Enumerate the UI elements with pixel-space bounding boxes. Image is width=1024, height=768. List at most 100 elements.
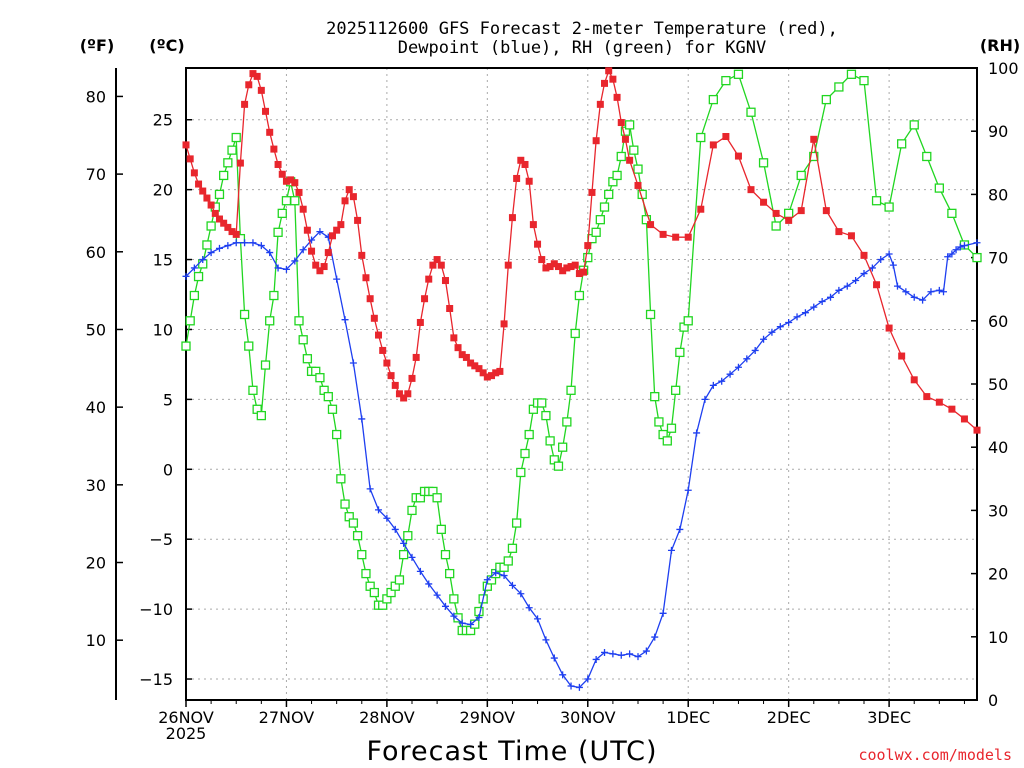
rh-point (934, 183, 944, 193)
dewpoint-point (508, 581, 516, 589)
rh-point (641, 215, 652, 225)
temperature-point (324, 249, 332, 257)
temperature-point (697, 205, 705, 213)
temperature-point (596, 100, 604, 108)
dewpoint-point (441, 602, 449, 610)
temperature-point (228, 228, 236, 236)
rh-point (340, 499, 350, 509)
temperature-point (910, 376, 918, 384)
dewpoint-point (433, 591, 441, 599)
temperature-point (303, 226, 311, 234)
temperature-point (567, 263, 575, 271)
temperature-point (362, 274, 370, 282)
dewpoint-point (425, 580, 433, 588)
dewpoint-point (358, 415, 366, 423)
dewpoint-point (232, 239, 240, 247)
rh-point (671, 385, 681, 395)
dewpoint-point (927, 288, 935, 296)
dewpoint-point (534, 615, 542, 623)
dewpoint-point (827, 293, 835, 301)
temperature-point (320, 263, 328, 271)
rh-point (947, 208, 957, 219)
celsius-tick-label: 20 (153, 181, 173, 200)
chart-title-line1: 2025112600 GFS Forecast 2-meter Temperat… (326, 19, 838, 39)
temperature-point (404, 390, 412, 398)
celsius-tick-label: −10 (139, 600, 173, 619)
rh-point (683, 316, 693, 326)
rh-point (871, 196, 882, 206)
dewpoint-point (659, 609, 667, 617)
dewpoint-point (550, 654, 558, 662)
rh-point (323, 391, 333, 402)
temperature-point (287, 176, 295, 184)
fahrenheit-axis-unit: (ºF) (80, 36, 115, 55)
x-tick-label: 30NOV (560, 708, 616, 727)
temperature-point (559, 267, 567, 275)
temperature-point (412, 353, 420, 361)
dewpoint-point (559, 671, 567, 679)
rh-point (574, 290, 585, 301)
rh-point (771, 221, 781, 231)
dewpoint-point (893, 282, 901, 290)
temperature-point (554, 263, 562, 271)
rh-tick-label: 10 (988, 628, 1008, 647)
dewpoint-point (626, 650, 634, 658)
temperature-point (496, 367, 504, 375)
temperature-point (488, 372, 496, 380)
temperature-point (416, 318, 424, 326)
rh-point (227, 145, 237, 155)
temperature-point (722, 133, 730, 141)
rh-point (859, 75, 869, 86)
dewpoint-point (467, 620, 475, 628)
rh-tick-label: 20 (988, 565, 1008, 584)
rh-point (545, 436, 555, 446)
rh-point (633, 164, 643, 174)
x-tick-label: 26NOV (158, 708, 214, 727)
rh-point (662, 436, 672, 446)
rh-point (721, 75, 731, 86)
rh-point (202, 240, 212, 250)
dewpoint-point (375, 506, 383, 514)
dewpoint-point (349, 359, 357, 367)
dewpoint-point (676, 525, 684, 533)
temperature-point (199, 187, 207, 195)
x-tick-label: 2DEC (767, 708, 811, 727)
temperature-point (241, 100, 249, 108)
temperature-point (433, 256, 441, 264)
fahrenheit-tick-label: 30 (86, 476, 106, 495)
temperature-point (270, 145, 278, 153)
dewpoint-point (207, 249, 215, 257)
dewpoint-point (919, 296, 927, 304)
temperature-point (379, 346, 387, 354)
dewpoint-point (760, 335, 768, 343)
temperature-line (185, 69, 978, 431)
dewpoint-point (885, 250, 893, 258)
temperature-point (835, 228, 843, 236)
temperature-point (504, 261, 512, 269)
temperature-point (571, 261, 579, 269)
dewpoint-point (274, 264, 282, 272)
dewpoint-point (768, 328, 776, 336)
data-series (181, 67, 982, 691)
rh-point (733, 69, 744, 79)
temperature-point (450, 334, 458, 342)
temperature-point (592, 137, 600, 145)
rh-point (624, 120, 635, 130)
temperature-point (760, 198, 768, 206)
rh-point (821, 94, 831, 105)
fahrenheit-tick-label: 10 (86, 631, 106, 650)
rh-point (675, 347, 685, 358)
temperature-point (333, 226, 341, 234)
rh-point (909, 120, 919, 130)
temperature-point (684, 233, 692, 241)
dewpoint-point (642, 647, 650, 655)
dewpoint-point (391, 525, 399, 533)
temperature-point (328, 232, 336, 240)
rh-point (616, 151, 626, 162)
rh-point (591, 227, 601, 237)
dewpoint-point (291, 257, 299, 265)
rh-line (185, 73, 978, 632)
dewpoint-point (592, 655, 600, 663)
rh-point (654, 417, 664, 427)
rh-tick-label: 100 (988, 59, 1019, 78)
